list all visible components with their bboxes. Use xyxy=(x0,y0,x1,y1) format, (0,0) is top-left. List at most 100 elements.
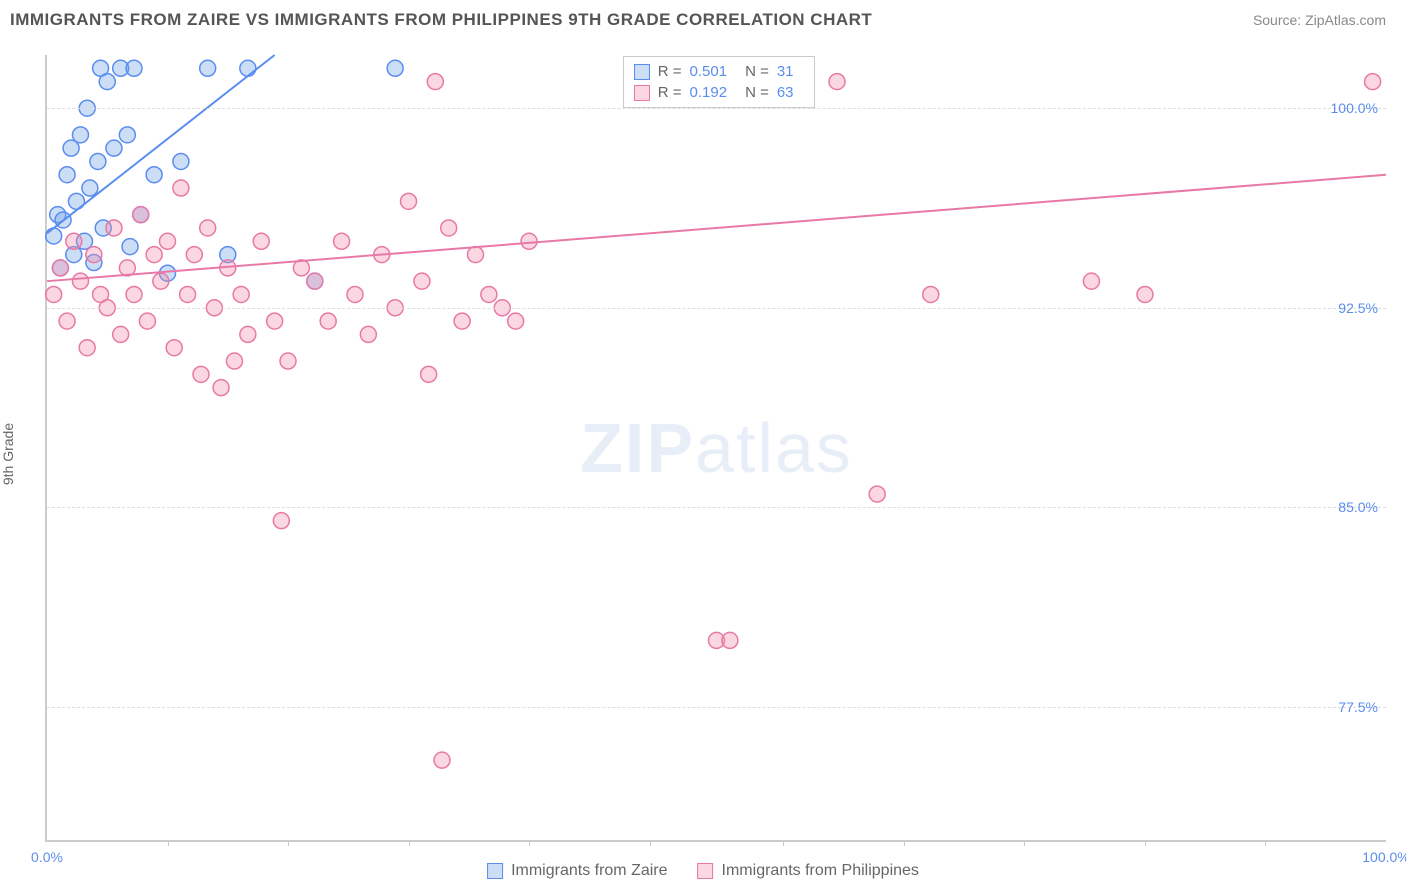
y-axis-label: 9th Grade xyxy=(0,423,16,485)
data-point xyxy=(508,313,524,329)
x-tick xyxy=(904,840,905,846)
legend-swatch xyxy=(487,863,503,879)
source-label: Source: ZipAtlas.com xyxy=(1253,12,1386,28)
gridline xyxy=(47,707,1386,708)
legend-stats: R =0.501N =31R =0.192N =63 xyxy=(623,56,815,108)
gridline xyxy=(47,108,1386,109)
data-point xyxy=(481,286,497,302)
y-tick-label: 85.0% xyxy=(1338,499,1378,515)
data-point xyxy=(106,220,122,236)
data-point xyxy=(119,127,135,143)
data-point xyxy=(160,233,176,249)
x-tick xyxy=(529,840,530,846)
chart-title: IMMIGRANTS FROM ZAIRE VS IMMIGRANTS FROM… xyxy=(10,10,872,30)
legend-swatch xyxy=(634,85,650,101)
chart-plot-area: ZIPatlas R =0.501N =31R =0.192N =63 77.5… xyxy=(45,55,1386,842)
x-tick xyxy=(288,840,289,846)
data-point xyxy=(434,752,450,768)
data-point xyxy=(1137,286,1153,302)
data-point xyxy=(139,313,155,329)
data-point xyxy=(99,74,115,90)
trend-line xyxy=(47,175,1386,281)
legend-item: Immigrants from Zaire xyxy=(487,862,667,880)
data-point xyxy=(387,60,403,76)
data-point xyxy=(90,153,106,169)
data-point xyxy=(200,60,216,76)
data-point xyxy=(253,233,269,249)
legend-swatch xyxy=(634,64,650,80)
data-point xyxy=(240,60,256,76)
data-point xyxy=(454,313,470,329)
data-point xyxy=(59,313,75,329)
legend-stat-row: R = 0.501 N = 31 xyxy=(634,61,804,82)
y-tick-label: 77.5% xyxy=(1338,699,1378,715)
x-tick xyxy=(1024,840,1025,846)
data-point xyxy=(320,313,336,329)
data-point xyxy=(240,326,256,342)
data-point xyxy=(126,60,142,76)
data-point xyxy=(467,247,483,263)
legend-n-value: 31 xyxy=(777,63,794,80)
x-tick xyxy=(168,840,169,846)
data-point xyxy=(86,247,102,263)
legend-n-label: N = xyxy=(745,63,769,80)
data-point xyxy=(521,233,537,249)
y-tick-label: 100.0% xyxy=(1331,100,1378,116)
data-point xyxy=(347,286,363,302)
data-point xyxy=(153,273,169,289)
data-point xyxy=(82,180,98,196)
data-point xyxy=(166,340,182,356)
data-point xyxy=(146,167,162,183)
data-point xyxy=(722,632,738,648)
data-point xyxy=(173,153,189,169)
data-point xyxy=(273,513,289,529)
data-point xyxy=(923,286,939,302)
x-tick xyxy=(1265,840,1266,846)
trend-line xyxy=(47,55,275,233)
data-point xyxy=(441,220,457,236)
data-point xyxy=(186,247,202,263)
x-tick xyxy=(1145,840,1146,846)
data-point xyxy=(334,233,350,249)
data-point xyxy=(401,193,417,209)
data-point xyxy=(267,313,283,329)
data-point xyxy=(360,326,376,342)
gridline xyxy=(47,507,1386,508)
gridline xyxy=(47,308,1386,309)
data-point xyxy=(1083,273,1099,289)
data-point xyxy=(72,127,88,143)
legend-swatch xyxy=(698,863,714,879)
x-tick-label: 0.0% xyxy=(31,849,63,865)
data-point xyxy=(46,228,62,244)
data-point xyxy=(66,233,82,249)
data-point xyxy=(213,380,229,396)
x-tick xyxy=(650,840,651,846)
data-point xyxy=(421,366,437,382)
legend-stat-row: R =0.192N =63 xyxy=(634,82,804,103)
data-point xyxy=(113,326,129,342)
data-point xyxy=(122,239,138,255)
data-point xyxy=(59,167,75,183)
legend-r-label: R = xyxy=(658,84,682,101)
x-tick xyxy=(783,840,784,846)
data-point xyxy=(173,180,189,196)
data-point xyxy=(46,286,62,302)
data-point xyxy=(133,207,149,223)
data-point xyxy=(180,286,196,302)
legend-bottom: Immigrants from Zaire Immigrants from Phi… xyxy=(487,862,919,880)
data-point xyxy=(106,140,122,156)
data-point xyxy=(233,286,249,302)
data-point xyxy=(226,353,242,369)
data-point xyxy=(52,260,68,276)
data-point xyxy=(193,366,209,382)
data-point xyxy=(307,273,323,289)
legend-label: Immigrants from Philippines xyxy=(722,862,919,880)
data-point xyxy=(414,273,430,289)
data-point xyxy=(200,220,216,236)
legend-r-label: R = xyxy=(658,63,682,80)
scatter-svg xyxy=(47,55,1386,840)
legend-label: Immigrants from Zaire xyxy=(511,862,667,880)
legend-r-value: 0.501 xyxy=(690,63,728,80)
data-point xyxy=(126,286,142,302)
legend-r-value: 0.192 xyxy=(690,84,728,101)
